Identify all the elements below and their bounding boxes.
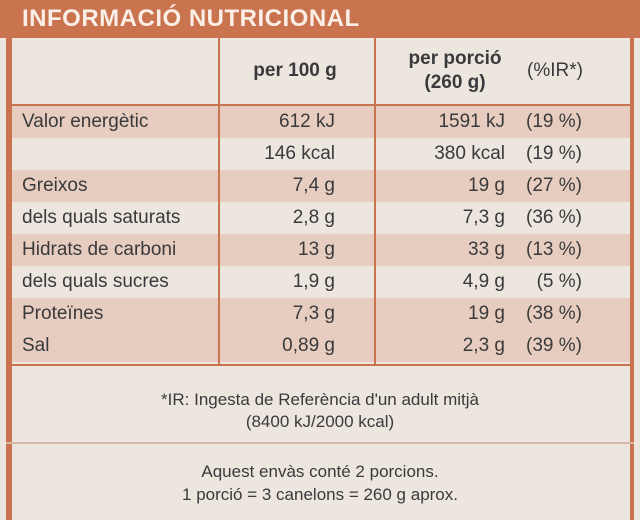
nutrient-name: Greixos bbox=[22, 175, 88, 196]
row-divider bbox=[6, 104, 634, 106]
column-header: per porció bbox=[408, 48, 502, 69]
per-portion-value: 7,3 g bbox=[462, 207, 505, 228]
table-row: Greixos 7,4 g 19 g (27 %) bbox=[12, 170, 630, 202]
per-portion-value: 33 g bbox=[468, 239, 505, 260]
per-100-value: 146 kcal bbox=[264, 143, 335, 164]
per-100-value: 612 kJ bbox=[279, 111, 335, 132]
column-divider bbox=[374, 38, 376, 365]
per-portion-value: 4,9 g bbox=[462, 271, 505, 292]
per-100-value: 13 g bbox=[298, 239, 335, 260]
row-divider bbox=[6, 364, 634, 366]
per-portion-value: 1591 kJ bbox=[438, 111, 505, 132]
ir-value: (36 %) bbox=[526, 207, 582, 228]
column-divider bbox=[218, 38, 220, 365]
nutrient-name: Hidrats de carboni bbox=[22, 239, 177, 260]
title: INFORMACIÓ NUTRICIONAL bbox=[22, 5, 360, 32]
footnote: (8400 kJ/2000 kcal) bbox=[245, 412, 395, 431]
per-portion-value: 19 g bbox=[468, 175, 505, 196]
frame bbox=[6, 38, 634, 520]
nutrient-name: Proteïnes bbox=[22, 303, 104, 324]
per-portion-value: 380 kcal bbox=[434, 143, 505, 164]
per-100-value: 7,4 g bbox=[292, 175, 335, 196]
ir-value: (27 %) bbox=[526, 175, 582, 196]
column-header: (%IR*) bbox=[527, 60, 583, 81]
nutrient-name: dels quals saturats bbox=[22, 207, 181, 228]
per-100-value: 0,89 g bbox=[282, 335, 335, 356]
ir-value: (39 %) bbox=[526, 335, 582, 356]
per-portion-value: 2,3 g bbox=[462, 335, 505, 356]
header-band bbox=[0, 0, 640, 38]
per-100-value: 7,3 g bbox=[292, 303, 335, 324]
per-100-value: 1,9 g bbox=[292, 271, 335, 292]
note: Aquest envàs conté 2 porcions. bbox=[201, 462, 439, 481]
footnote: *IR: Ingesta de Referència d'un adult mi… bbox=[161, 390, 479, 409]
table-row: Sal 0,89 g 2,3 g (39 %) bbox=[12, 330, 630, 362]
note: 1 porció = 3 canelons = 260 g aprox. bbox=[182, 485, 458, 504]
column-header: (260 g) bbox=[424, 72, 486, 93]
table-row: 146 kcal 380 kcal (19 %) bbox=[12, 138, 630, 170]
row-divider bbox=[6, 442, 634, 444]
ir-value: (38 %) bbox=[526, 303, 582, 324]
table-row: dels quals saturats 2,8 g 7,3 g (36 %) bbox=[12, 202, 630, 234]
nutrient-name: Valor energètic bbox=[22, 111, 149, 132]
column-header: per 100 g bbox=[253, 60, 337, 81]
ir-value: (19 %) bbox=[526, 111, 582, 132]
table-row: Hidrats de carboni 13 g 33 g (13 %) bbox=[12, 234, 630, 266]
ir-value: (13 %) bbox=[526, 239, 582, 260]
nutrient-name: Sal bbox=[22, 335, 50, 356]
per-portion-value: 19 g bbox=[468, 303, 505, 324]
table-row: Valor energètic 612 kJ 1591 kJ (19 %) bbox=[12, 106, 630, 138]
ir-value: (5 %) bbox=[536, 271, 582, 292]
per-100-value: 2,8 g bbox=[292, 207, 335, 228]
nutrient-name: dels quals sucres bbox=[22, 271, 169, 292]
table-row: dels quals sucres 1,9 g 4,9 g (5 %) bbox=[12, 266, 630, 298]
ir-value: (19 %) bbox=[526, 143, 582, 164]
table-row: Proteïnes 7,3 g 19 g (38 %) bbox=[12, 298, 630, 330]
